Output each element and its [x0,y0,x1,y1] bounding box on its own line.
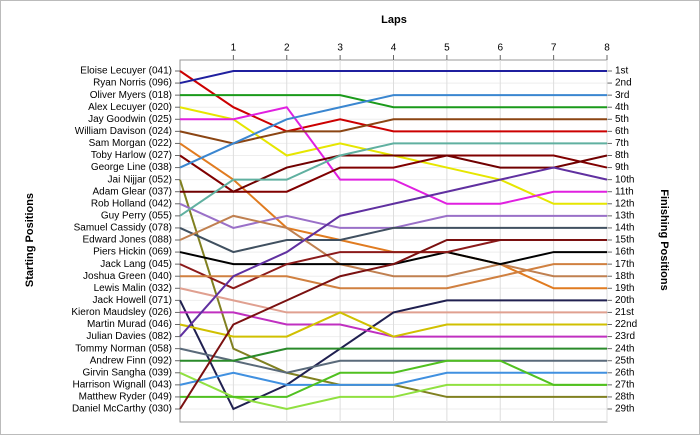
y2-tick-label: 18th [615,271,634,282]
y-tick-label: Kieron Maudsley (026) [71,307,172,318]
y-axis-title: Starting Positions [24,193,36,287]
y-tick-label: Alex Lecuyer (020) [88,102,172,113]
y-tick-label: Rob Holland (042) [91,198,172,209]
series-line [179,239,607,410]
y-tick-label: Toby Harlow (027) [91,150,172,161]
series-line [180,359,607,398]
y2-tick-label: 27th [615,379,634,390]
y-tick-label: Julian Davies (082) [86,331,172,342]
y2-tick-label: 14th [615,223,634,234]
series-line [179,118,607,145]
y2-tick-label: 7th [615,138,629,149]
series-line [179,226,607,254]
y-tick-label: Adam Glear (037) [93,186,172,197]
y-tick-label: George Line (038) [91,162,172,173]
y2-tick-label: 10th [615,174,634,185]
series-line [180,263,607,290]
series-line [179,371,607,386]
series-line [179,94,607,169]
series-line [180,154,608,193]
x-tick-label: 3 [337,43,343,54]
series-line [179,347,607,374]
y-tick-label: Daniel McCarthy (030) [72,404,172,415]
x-tick-label: 5 [444,43,450,54]
y2-tick-label: 28th [615,392,634,403]
x-tick-label: 4 [391,43,397,54]
y2-tick-label: 12th [615,198,634,209]
y-tick-label: Jack Howell (071) [93,295,172,306]
y2-tick-label: 17th [615,259,634,270]
x-tick-label: 2 [284,43,290,54]
y2-tick-label: 15th [615,235,634,246]
y-tick-label: Joshua Green (040) [83,271,172,282]
y-tick-label: Harrison Wignall (043) [73,379,172,390]
y-tick-label: Jay Goodwin (025) [88,114,172,125]
series-line [179,154,608,193]
y-tick-label: Samuel Cassidy (078) [74,223,172,234]
series-line [179,142,607,217]
x-tick-label: 1 [231,43,237,54]
x-axis-title: Laps [381,14,407,26]
x-tick-label: 8 [604,43,610,54]
y2-tick-label: 29th [615,404,634,415]
y-tick-label: Jack Lang (045) [100,259,172,270]
y-tick-label: Jai Nijjar (052) [108,174,172,185]
series-line [180,347,607,362]
y2-tick-label: 4th [615,102,629,113]
series-line [179,70,607,85]
series-line [179,166,608,338]
y-tick-label: Guy Perry (055) [101,210,172,221]
series-line [179,214,607,278]
y-tick-label: Oliver Myers (018) [90,90,172,101]
x-tick-label: 6 [497,43,503,54]
y-tick-label: Martin Murad (046) [87,319,172,330]
y2-tick-label: 24th [615,343,634,354]
series-line [179,311,607,338]
y2-tick-label: 20th [615,295,634,306]
y2-tick-label: 11th [615,186,634,197]
series-line [180,106,607,205]
y2-tick-label: 3rd [615,90,629,101]
y2-tick-label: 1st [615,66,629,77]
y2-tick-label: 22nd [615,319,637,330]
y2-tick-label: 25th [615,355,634,366]
series-line [180,94,607,109]
series-line [179,371,607,411]
y-tick-label: Edward Jones (088) [83,235,173,246]
y-tick-label: Sam Morgan (022) [89,138,172,149]
y-tick-label: Matthew Ryder (049) [79,392,172,403]
y-tick-label: Ryan Norris (096) [93,78,172,89]
x-tick-label: 7 [551,43,557,54]
y-tick-label: William Davison (024) [75,126,172,137]
y-tick-label: Eloise Lecuyer (041) [80,66,172,77]
y2-tick-label: 26th [615,367,634,378]
y-tick-label: Piers Hickin (069) [93,247,172,258]
y2-tick-label: 5th [615,114,629,125]
y2-tick-label: 9th [615,162,629,173]
y2-tick-label: 21st [615,307,634,318]
y2-tick-label: 23rd [615,331,635,342]
y2-tick-label: 2nd [615,78,632,89]
y2-axis-title: Finishing Positions [658,189,670,290]
y-tick-label: Andrew Finn (092) [90,355,172,366]
y-tick-label: Lewis Malin (032) [94,283,172,294]
y2-tick-label: 13th [615,210,634,221]
y2-tick-label: 19th [615,283,634,294]
y2-tick-label: 16th [615,247,634,258]
y-tick-label: Girvin Sangha (039) [83,367,173,378]
y2-tick-label: 6th [615,126,629,137]
y-tick-label: Tommy Norman (058) [75,343,172,354]
y2-tick-label: 8th [615,150,629,161]
